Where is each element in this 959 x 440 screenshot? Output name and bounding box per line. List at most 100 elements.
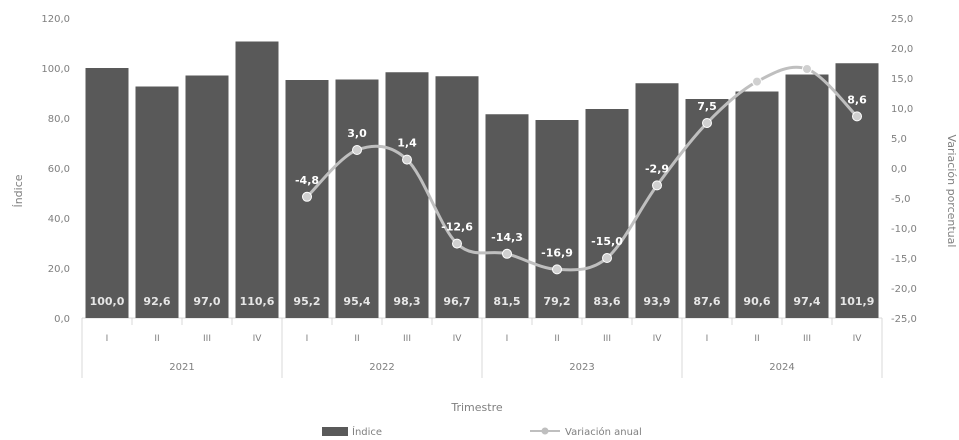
right-tick-label: -25,0 [891, 314, 917, 325]
left-axis-ticks: 0,0 20,0 40,0 60,0 80,0 100,0 120,0 [41, 14, 70, 325]
left-tick-label: 100,0 [41, 64, 70, 75]
line-value-label: 16,5 [793, 46, 820, 59]
line-value-label: 1,4 [397, 137, 417, 150]
bar-value-label: 92,6 [143, 295, 170, 308]
line-marker [352, 145, 362, 155]
bar-value-label: 101,9 [840, 295, 875, 308]
bar-value-label: 100,0 [90, 295, 125, 308]
category-label: IV [253, 334, 263, 344]
bar [385, 72, 429, 318]
left-tick-label: 60,0 [48, 164, 70, 175]
right-tick-label: 15,0 [891, 74, 913, 85]
bar [585, 109, 629, 318]
bar [435, 76, 479, 318]
line-marker [552, 264, 562, 275]
line-value-label: 14,4 [743, 59, 770, 72]
year-label: 2023 [569, 362, 594, 373]
legend: Índice Variación anual [322, 425, 642, 438]
line-value-label: -12,6 [441, 221, 473, 234]
left-tick-label: 40,0 [48, 214, 70, 225]
bar-value-label: 97,4 [793, 295, 820, 308]
category-label: IV [453, 334, 463, 344]
category-label: III [603, 334, 611, 344]
bar-value-label: 95,2 [293, 295, 320, 308]
right-tick-label: -20,0 [891, 284, 917, 295]
line-value-label: -14,3 [491, 231, 523, 244]
bar-value-label: 110,6 [240, 295, 275, 308]
bar [235, 41, 279, 318]
left-tick-label: 80,0 [48, 114, 70, 125]
right-tick-label: 20,0 [891, 44, 913, 55]
line-marker [702, 118, 712, 128]
bar [635, 83, 679, 318]
category-label: II [554, 334, 559, 344]
bar [735, 91, 779, 318]
bar-value-label: 95,4 [343, 295, 370, 308]
legend-swatch-variacion-marker [541, 427, 549, 435]
line-marker [602, 253, 612, 263]
line-marker [402, 154, 412, 165]
line-value-label: -4,8 [295, 174, 319, 187]
y-axis-title-left: Índice [12, 174, 25, 207]
y-axis-title-right: Variación porcentual [945, 135, 958, 248]
right-axis-ticks: -25,0 -20,0 -15,0 -10,0 -5,0 0,0 5,0 10,0 15,0 20… [891, 14, 917, 325]
category-label: II [754, 334, 759, 344]
line-value-label: -16,9 [541, 246, 573, 259]
right-tick-label: 25,0 [891, 14, 913, 25]
category-label: III [803, 334, 811, 344]
left-tick-label: 120,0 [41, 14, 70, 25]
bar [685, 99, 729, 318]
right-tick-label: 5,0 [891, 134, 907, 145]
line-marker [302, 191, 312, 202]
bar-value-label: 98,3 [393, 295, 420, 308]
right-tick-label: -5,0 [891, 194, 911, 205]
bar-value-label: 81,5 [493, 295, 520, 308]
x-category-labels: I II III IV I II III IV I II III IV I II III IV [81, 318, 883, 378]
line-value-label: 3,0 [347, 127, 367, 140]
line-marker [652, 180, 662, 191]
bar [485, 114, 529, 318]
bar [335, 79, 379, 318]
legend-label-indice: Índice [352, 425, 382, 438]
bar-value-label: 83,6 [593, 295, 620, 308]
category-label: III [403, 334, 411, 344]
legend-swatch-indice [322, 427, 348, 436]
bar [185, 75, 229, 318]
bar [785, 74, 829, 318]
year-label: 2024 [769, 362, 794, 373]
bar-value-label: 93,9 [643, 295, 670, 308]
right-tick-label: -10,0 [891, 224, 917, 235]
bar [135, 86, 179, 318]
line-marker [802, 64, 812, 74]
bar-data-labels: 100,0 92,6 97,0 110,6 95,2 95,4 98,3 96,7 81,5 79… [90, 295, 875, 308]
left-tick-label: 20,0 [48, 264, 70, 275]
year-label: 2022 [369, 362, 394, 373]
left-tick-label: 0,0 [54, 314, 70, 325]
category-label: IV [653, 334, 663, 344]
category-label: II [354, 334, 359, 344]
line-series [302, 64, 862, 275]
line-value-label: 8,6 [847, 93, 867, 106]
bar-value-label: 87,6 [693, 295, 720, 308]
category-label: I [106, 334, 109, 344]
x-year-labels: 2021 2022 2023 2024 [169, 362, 794, 373]
category-label: II [154, 334, 159, 344]
line-value-label: -2,9 [645, 162, 669, 175]
year-label: 2021 [169, 362, 194, 373]
category-label: III [203, 334, 211, 344]
bar [835, 63, 879, 318]
line-value-label: 7,5 [697, 100, 717, 113]
right-tick-label: 10,0 [891, 104, 913, 115]
category-label: IV [853, 334, 863, 344]
line-marker [752, 76, 762, 87]
line-marker [852, 111, 862, 122]
category-label: I [506, 334, 509, 344]
bar-value-label: 97,0 [193, 295, 220, 308]
x-axis-title: Trimestre [450, 401, 502, 414]
bar-series [85, 41, 879, 318]
legend-label-variacion: Variación anual [565, 426, 642, 438]
bar [85, 68, 129, 318]
right-tick-label: -15,0 [891, 254, 917, 265]
line-value-label: -15,0 [591, 235, 623, 248]
